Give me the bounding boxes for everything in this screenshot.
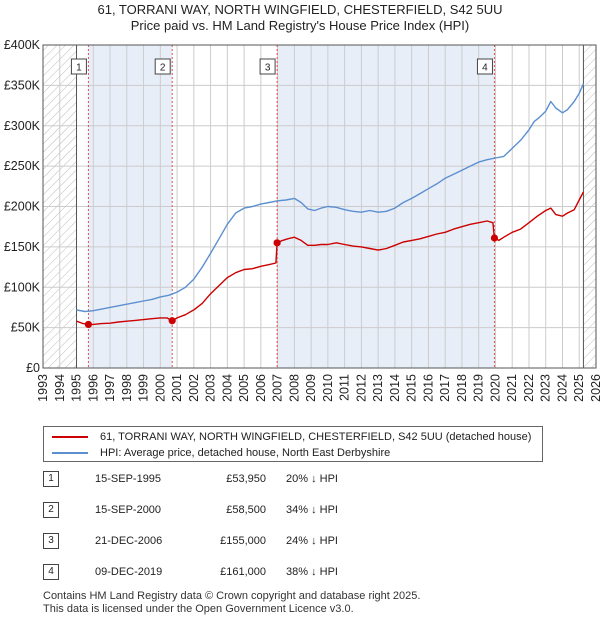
y-tick-label: £300K	[4, 119, 41, 133]
x-tick-label: 2023	[539, 374, 553, 402]
price-paid-line	[76, 191, 585, 326]
legend: 61, TORRANI WAY, NORTH WINGFIELD, CHESTE…	[43, 426, 543, 462]
x-tick-label: 2016	[421, 374, 435, 402]
sale-number: 1	[43, 471, 59, 487]
footer-copyright: Contains HM Land Registry data © Crown c…	[43, 590, 421, 602]
x-tick-label: 2011	[338, 374, 352, 401]
y-tick-label: £50K	[11, 321, 41, 335]
sale-row: 3 21-DEC-2006 £155,000 24% ↓ HPI	[43, 532, 563, 554]
chart-title-line2: Price paid vs. HM Land Registry's House …	[131, 18, 469, 33]
hpi-line	[76, 83, 585, 313]
sale-hpi-diff: 20% ↓ HPI	[286, 473, 338, 485]
x-tick-label: 2007	[271, 374, 285, 402]
x-tick-label: 2020	[488, 374, 502, 402]
sale-number: 4	[43, 564, 59, 580]
x-tick-label: 1995	[70, 374, 84, 402]
sale-row: 1 15-SEP-1995 £53,950 20% ↓ HPI	[43, 470, 563, 492]
x-tick-label: 2018	[455, 374, 469, 402]
x-tick-label: 2000	[153, 374, 167, 402]
y-tick-label: £150K	[4, 240, 41, 254]
y-tick-label: £250K	[4, 159, 41, 173]
x-tick-label: 2022	[522, 374, 536, 402]
sale-point-3	[273, 239, 281, 247]
x-tick-label: 1994	[53, 374, 67, 402]
x-tick-label: 2015	[405, 374, 419, 402]
sale-row: 2 15-SEP-2000 £58,500 34% ↓ HPI	[43, 501, 563, 523]
sale-point-4	[490, 234, 499, 242]
sale-marker-box-2	[154, 58, 171, 75]
price-chart: 61, TORRANI WAY, NORTH WINGFIELD, CHESTE…	[4, 2, 600, 402]
sale-marker-box-1	[70, 58, 87, 75]
sale-price: £53,950	[226, 473, 266, 485]
x-tick-label: 2014	[388, 374, 402, 402]
sale-point-2	[168, 317, 176, 325]
x-tick-label: 2006	[254, 374, 268, 402]
x-tick-label: 1993	[36, 374, 50, 402]
x-tick-label: 1996	[86, 374, 100, 402]
x-tick-label: 2009	[304, 374, 318, 402]
plot-frame	[42, 44, 597, 369]
sale-marker-box-4	[476, 58, 493, 75]
y-tick-label: £100K	[4, 280, 41, 294]
x-tick-label: 1997	[103, 374, 117, 402]
y-tick-label: £350K	[4, 78, 41, 92]
sale-row: 4 09-DEC-2019 £161,000 38% ↓ HPI	[43, 563, 563, 585]
sale-date: 15-SEP-1995	[95, 473, 162, 485]
x-tick-label: 2002	[187, 374, 201, 402]
sale-date: 09-DEC-2019	[95, 566, 163, 578]
sale-date: 15-SEP-2000	[95, 504, 162, 516]
x-tick-label: 2017	[438, 374, 452, 402]
y-tick-label: £400K	[4, 38, 41, 52]
sale-marker-label-3: 3	[265, 63, 271, 74]
x-tick-label: 2024	[555, 374, 569, 402]
x-tick-label: 2005	[237, 374, 251, 402]
legend-swatch-hpi	[52, 452, 88, 454]
sale-marker-label-4: 4	[482, 63, 488, 74]
x-tick-label: 2025	[572, 374, 586, 402]
x-tick-label: 1998	[120, 374, 134, 402]
x-tick-label: 1999	[137, 374, 151, 402]
x-tick-label: 2008	[287, 374, 301, 402]
legend-label-price-paid: 61, TORRANI WAY, NORTH WINGFIELD, CHESTE…	[100, 431, 532, 443]
sale-marker-label-2: 2	[160, 63, 166, 74]
sale-price: £58,500	[226, 504, 266, 516]
y-tick-label: £0	[26, 361, 40, 375]
sale-number: 3	[43, 533, 59, 549]
sale-hpi-diff: 24% ↓ HPI	[286, 535, 338, 547]
sale-price: £155,000	[220, 535, 266, 547]
sale-date: 21-DEC-2006	[95, 535, 163, 547]
x-tick-label: 2001	[170, 374, 184, 402]
x-tick-label: 2019	[472, 374, 486, 402]
sale-marker-label-1: 1	[76, 63, 82, 74]
sale-marker-box-3	[259, 58, 276, 75]
sale-hpi-diff: 38% ↓ HPI	[286, 566, 338, 578]
legend-swatch-price-paid	[52, 436, 88, 438]
x-tick-label: 2013	[371, 374, 385, 402]
legend-label-hpi: HPI: Average price, detached house, Nort…	[100, 447, 391, 459]
footer: Contains HM Land Registry data © Crown c…	[43, 590, 420, 616]
x-tick-label: 2004	[220, 374, 234, 402]
footer-licence: This data is licensed under the Open Gov…	[43, 603, 354, 615]
x-tick-label: 2026	[589, 374, 600, 402]
sale-hpi-diff: 34% ↓ HPI	[286, 504, 338, 516]
x-tick-label: 2012	[354, 374, 368, 402]
x-tick-label: 2021	[505, 374, 519, 402]
x-tick-label: 2010	[321, 374, 335, 402]
sale-number: 2	[43, 502, 59, 518]
chart-title-line1: 61, TORRANI WAY, NORTH WINGFIELD, CHESTE…	[97, 2, 502, 17]
y-tick-label: £200K	[4, 200, 41, 214]
x-tick-label: 2003	[204, 374, 218, 402]
sale-point-1	[84, 320, 93, 329]
sale-price: £161,000	[220, 566, 266, 578]
